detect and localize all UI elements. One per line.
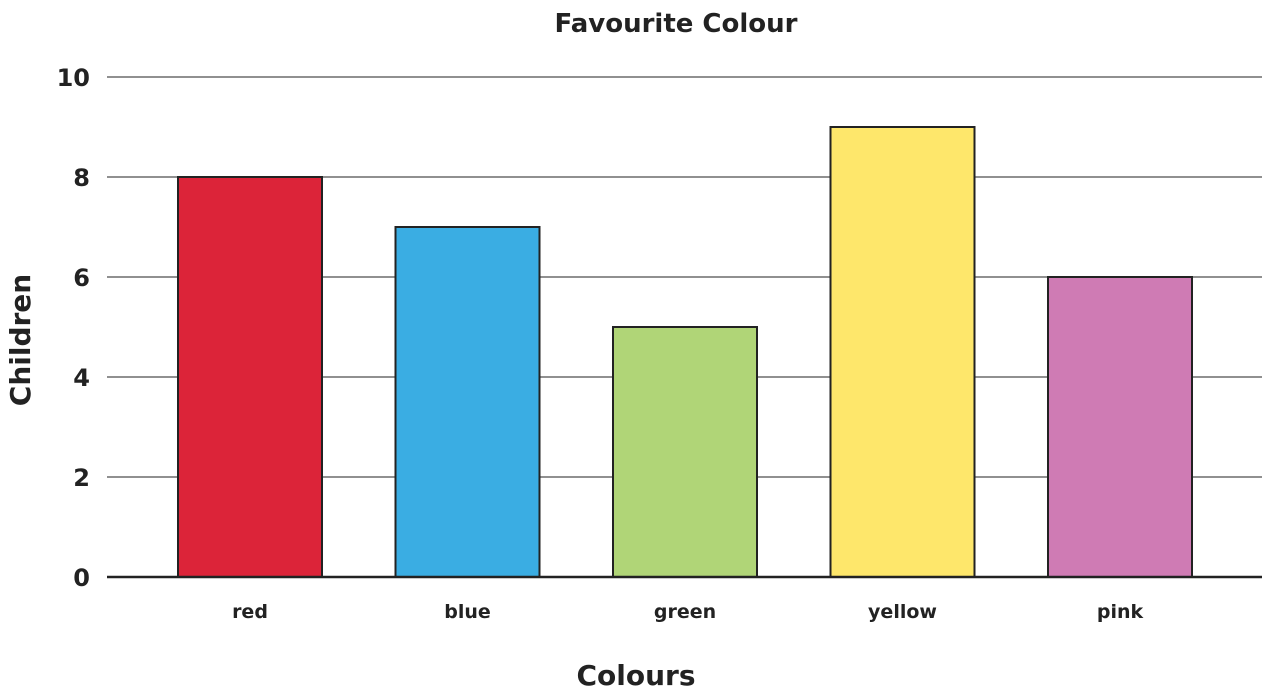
x-axis-title: Colours	[576, 659, 695, 692]
bar-red	[177, 176, 323, 578]
bar-pink	[1047, 276, 1193, 578]
chart-title: Favourite Colour	[554, 9, 797, 39]
x-tick-label: pink	[1097, 601, 1144, 623]
bar-blue	[394, 226, 541, 578]
y-tick-label: 6	[73, 264, 90, 292]
x-tick-label: yellow	[868, 601, 937, 623]
y-tick-label: 8	[73, 164, 90, 192]
y-tick-label: 0	[73, 564, 90, 592]
bars	[177, 126, 1193, 578]
y-tick-label: 4	[73, 364, 90, 392]
bar-green	[612, 326, 758, 578]
y-axis-ticks: 0 2 4 6 8 10	[57, 64, 90, 592]
y-tick-label: 2	[73, 464, 90, 492]
x-tick-label: green	[654, 601, 716, 623]
x-axis-ticks: red blue green yellow pink	[232, 601, 1143, 623]
x-tick-label: blue	[444, 601, 491, 623]
bar-yellow	[829, 126, 976, 578]
y-axis-title: Children	[4, 274, 37, 406]
x-tick-label: red	[232, 601, 268, 623]
y-tick-label: 10	[57, 64, 90, 92]
